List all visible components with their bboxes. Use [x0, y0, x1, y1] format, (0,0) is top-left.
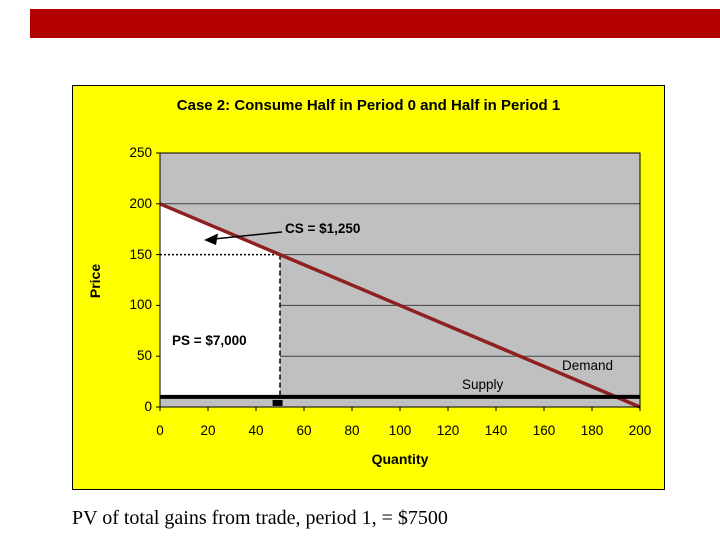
x-tick-label: 80: [344, 423, 360, 438]
y-tick-label: 0: [144, 399, 152, 414]
supply-line-label: Supply: [462, 377, 504, 392]
x-axis-title: Quantity: [371, 451, 429, 467]
demand-line-label: Demand: [562, 358, 614, 373]
y-tick-label: 50: [136, 348, 152, 364]
x-tick-label: 20: [200, 423, 216, 438]
chart-title: Case 2: Consume Half in Period 0 and Hal…: [176, 97, 561, 114]
x-tick-label: 100: [388, 423, 412, 438]
x-tick-label: 180: [580, 423, 604, 438]
y-axis-title: Price: [87, 263, 103, 299]
producer-surplus-annotation: PS = $7,000: [172, 333, 247, 348]
x-tick-label: 160: [532, 423, 556, 438]
y-tick-label: 250: [129, 145, 152, 160]
y-tick-label: 150: [129, 246, 152, 262]
x-tick-label: 40: [248, 423, 264, 438]
x-tick-label: 60: [296, 423, 312, 438]
x-tick-label: 200: [628, 423, 652, 438]
x-tick-label: 140: [484, 423, 508, 438]
caption-text: PV of total gains from trade, period 1, …: [72, 507, 448, 529]
y-tick-label: 200: [129, 195, 152, 211]
top-red-bar: [30, 9, 720, 38]
consumer-surplus-annotation: CS = $1,250: [285, 221, 361, 236]
y-tick-label: 100: [129, 297, 152, 313]
x-tick-label: 120: [436, 423, 460, 438]
x-tick-label: 0: [156, 423, 164, 438]
